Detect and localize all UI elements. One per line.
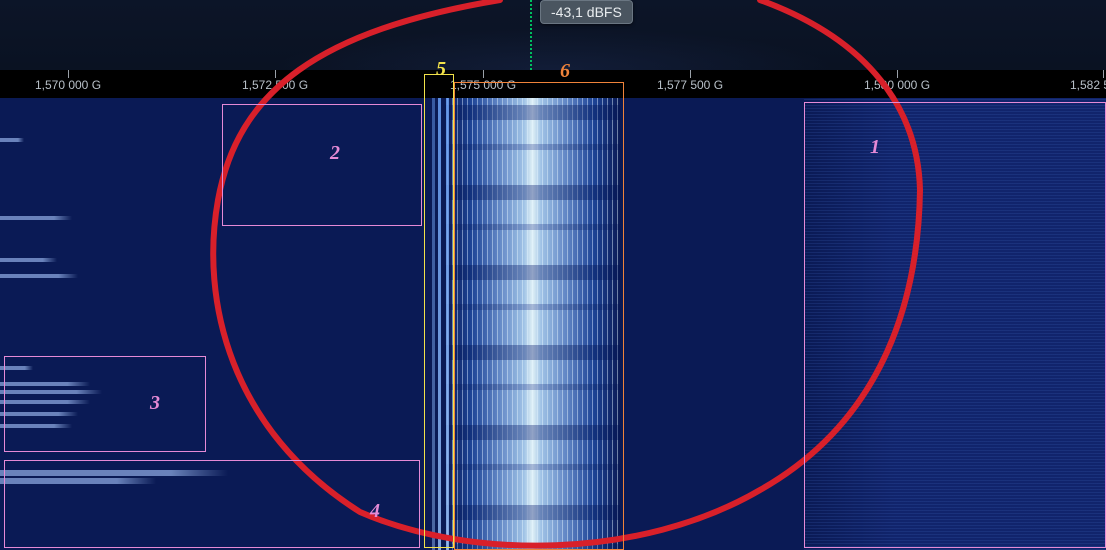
frequency-ruler: 1,570 000 G1,572 500 G1,575 000 G1,577 5…: [0, 70, 1106, 98]
waterfall-burst: [0, 400, 150, 404]
waterfall-narrow-line: [446, 98, 449, 550]
waterfall-main-signal: [445, 98, 620, 550]
waterfall-burst: [0, 258, 95, 262]
waterfall-narrow-line: [432, 98, 435, 550]
waterfall-narrow-line: [438, 98, 441, 550]
waterfall-burst: [0, 138, 40, 142]
waterfall-panel: [0, 98, 1106, 550]
waterfall-burst: [0, 412, 130, 416]
waterfall-burst: [0, 216, 120, 220]
dbfs-readout: -43,1 dBFS: [540, 0, 633, 24]
waterfall-burst: [0, 382, 150, 386]
waterfall-burst: [0, 478, 260, 484]
waterfall-burst: [0, 390, 170, 394]
waterfall-burst: [0, 366, 55, 370]
spectrum-panel: -43,1 dBFS: [0, 0, 1106, 70]
waterfall-burst: [0, 424, 120, 428]
waterfall-burst: [0, 470, 380, 476]
sdr-waterfall-screenshot: -43,1 dBFS 1,570 000 G1,572 500 G1,575 0…: [0, 0, 1106, 550]
cursor-line: [530, 0, 532, 70]
waterfall-burst: [0, 274, 130, 278]
waterfall-right-texture: [804, 98, 1106, 550]
